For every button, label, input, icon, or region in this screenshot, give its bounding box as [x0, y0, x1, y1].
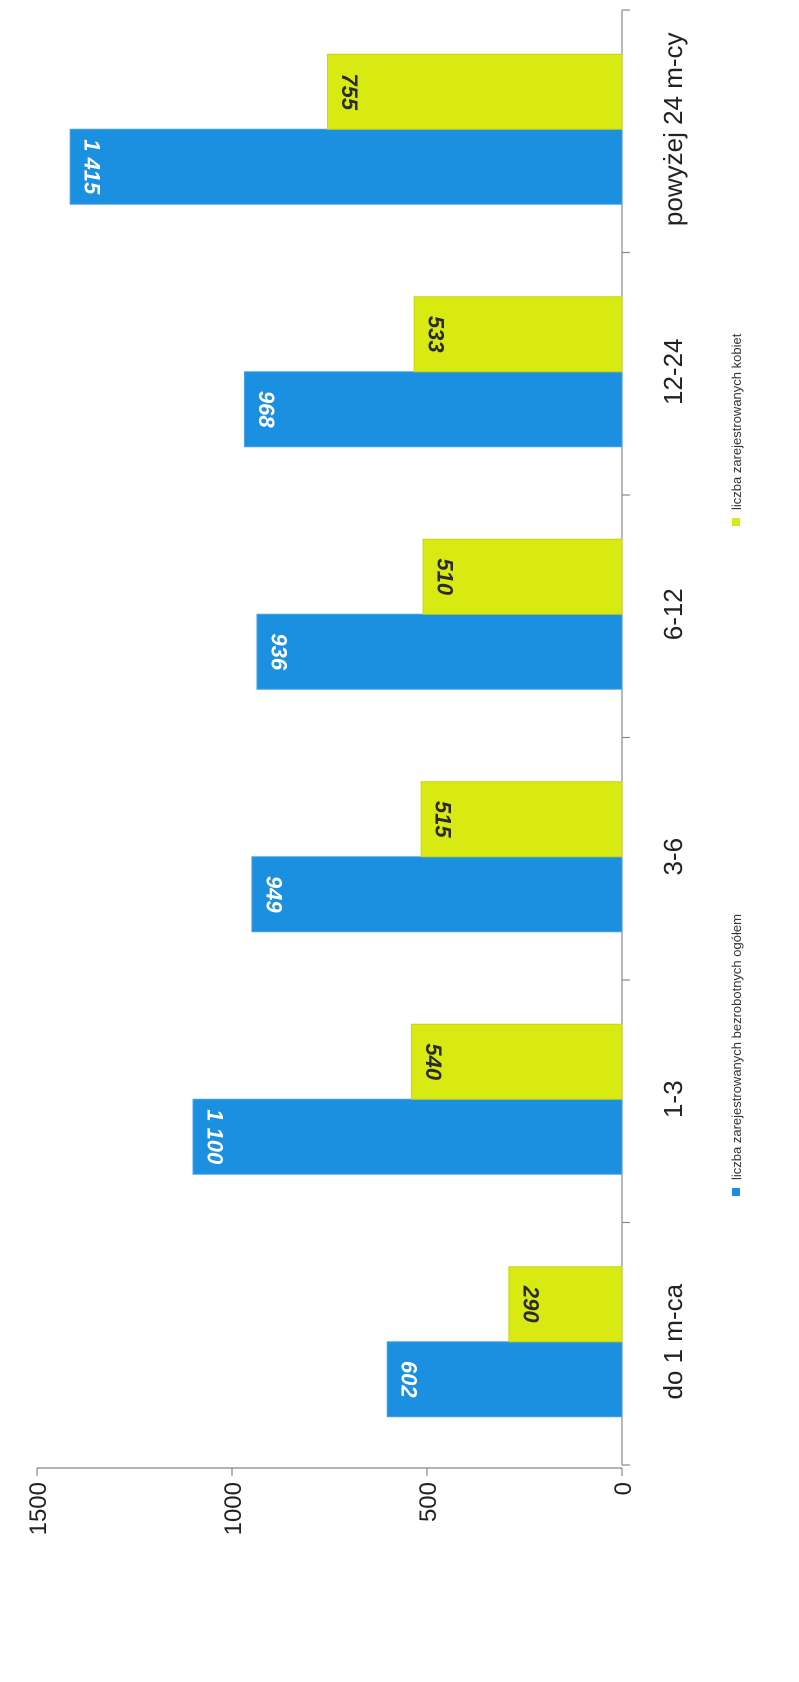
bar-women	[327, 53, 623, 130]
data-label: 949	[261, 876, 286, 913]
legend-swatch-total	[732, 1188, 740, 1196]
category-label: 1-3	[658, 1080, 688, 1118]
category-label: powyżej 24 m-cy	[658, 32, 688, 226]
data-label: 755	[337, 73, 362, 110]
legend-label-total: liczba zarejestrowanych bezrobotnych ogó…	[729, 914, 744, 1180]
bar-total	[251, 856, 623, 933]
data-label: 533	[424, 316, 449, 353]
legend-label-women: liczba zarejestrowanych kobiet	[729, 333, 744, 510]
data-label: 936	[266, 633, 291, 670]
category-label: 12-24	[658, 339, 688, 406]
bar-women	[420, 781, 623, 858]
bar-total	[69, 128, 623, 205]
bar-total	[386, 1341, 623, 1418]
bar-women	[410, 1023, 623, 1100]
category-label: 6-12	[658, 588, 688, 640]
data-label: 1 415	[80, 139, 105, 195]
data-label: 515	[431, 801, 456, 838]
bar-total	[256, 613, 623, 690]
value-tick-label: 0	[610, 1482, 637, 1495]
data-label: 968	[254, 391, 279, 428]
bar-women	[422, 538, 623, 615]
bar-women	[413, 296, 623, 373]
value-tick-label: 500	[415, 1482, 442, 1522]
data-label: 290	[518, 1285, 543, 1323]
data-label: 602	[397, 1361, 422, 1398]
data-label: 540	[421, 1043, 446, 1080]
bar-total	[243, 371, 623, 448]
bar-total	[192, 1098, 623, 1175]
value-tick-label: 1000	[220, 1482, 247, 1535]
bar-women	[508, 1266, 623, 1343]
value-tick-label: 1500	[25, 1482, 52, 1535]
data-label: 1 100	[203, 1109, 228, 1165]
legend-swatch-women	[732, 518, 740, 526]
data-label: 510	[433, 558, 458, 595]
category-label: do 1 m-ca	[658, 1283, 688, 1399]
category-label: 3-6	[658, 838, 688, 876]
